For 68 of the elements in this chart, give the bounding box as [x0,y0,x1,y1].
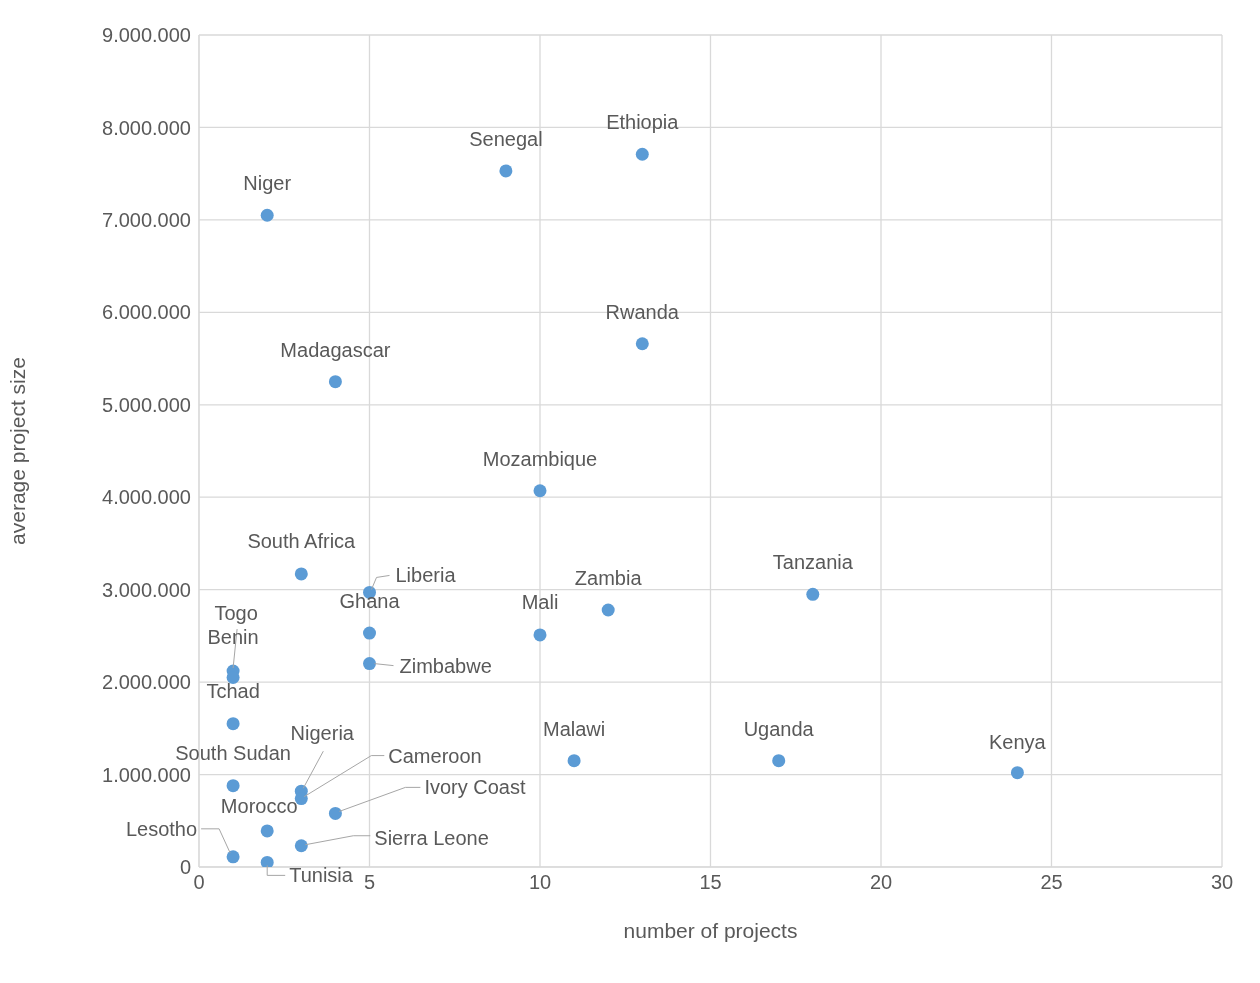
point [499,164,513,178]
x-tick-label: 10 [528,871,552,894]
y-tick-label: 1.000.000 [102,763,191,786]
x-axis-title: number of projects [623,919,798,942]
annotation: Lesotho [125,817,198,840]
x-tick-label: 25 [1040,871,1063,894]
annotation: Zimbabwe [399,654,492,677]
annotation: Ivory Coast [424,776,526,799]
y-tick-label: 3.000.000 [102,578,191,601]
x-tick-label: 20 [869,871,893,894]
annotation: Senegal [469,127,543,150]
y-tick-label: 8.000.000 [102,116,191,139]
y-tick-label: 2.000.000 [102,671,191,694]
y-tick-label: 0 [179,856,191,879]
annotation: Mozambique [482,447,598,470]
point [533,484,547,498]
point [260,824,274,838]
point [806,587,820,601]
point [533,628,547,642]
annotation: Tanzania [772,551,854,574]
y-axis-title: average project size [6,357,30,545]
annotation: South Sudan [175,741,291,764]
annotation: Morocco [220,794,298,817]
annotation: Tunisia [289,864,354,887]
annotation: Ethiopia [606,111,680,134]
point [260,855,274,867]
annotation: Niger [243,172,292,195]
annotation: Sierra Leone [374,826,489,849]
annotation: Togo [214,602,258,625]
x-tick-label: 0 [193,871,205,894]
annotation: Kenya [989,730,1047,753]
annotation: Liberia [395,564,457,587]
annotation: Mali [521,590,559,613]
point [635,147,649,161]
y-tick-label: 9.000.000 [102,24,191,47]
point [1010,766,1024,780]
point [226,850,240,864]
y-tick-label: 5.000.000 [102,393,191,416]
annotation: Zambia [574,567,643,589]
annotation: Cameroon [388,744,482,767]
point [567,754,581,768]
annotation: South Africa [247,529,357,552]
annotation: Benin [207,626,259,649]
annotation: Uganda [743,717,815,740]
annotation: Rwanda [605,300,680,323]
point [294,839,308,853]
annotation: Malawi [542,717,606,740]
point [772,754,786,768]
point [226,779,240,793]
x-tick-label: 15 [699,871,722,894]
point [226,717,240,731]
annotation: Nigeria [290,722,355,745]
annotation: Madagascar [280,338,391,361]
y-tick-label: 4.000.000 [102,486,191,509]
point [601,603,615,617]
point [260,208,274,222]
point [635,337,649,351]
point [294,567,308,581]
point [363,657,376,671]
point [363,626,376,640]
y-tick-label: 7.000.000 [102,208,191,231]
annotation: Ghana [339,590,401,613]
annotation: Tchad [206,679,260,702]
point [328,375,342,389]
y-tick-label: 6.000.000 [102,301,191,324]
x-tick-label: 5 [363,871,376,894]
x-tick-label: 30 [1210,871,1234,894]
point [328,806,342,820]
